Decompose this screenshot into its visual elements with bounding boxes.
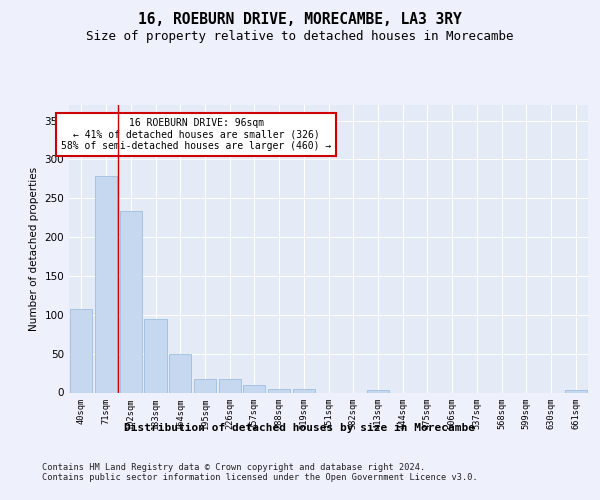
Bar	[367, 390, 389, 392]
Y-axis label: Number of detached properties: Number of detached properties	[29, 166, 39, 331]
Bar	[243, 384, 265, 392]
Bar	[119, 210, 142, 392]
Bar	[293, 390, 315, 392]
Bar	[218, 380, 241, 392]
Text: Contains HM Land Registry data © Crown copyright and database right 2024.
Contai: Contains HM Land Registry data © Crown c…	[42, 462, 478, 482]
Bar	[565, 390, 587, 392]
Text: 16, ROEBURN DRIVE, MORECAMBE, LA3 3RY: 16, ROEBURN DRIVE, MORECAMBE, LA3 3RY	[138, 12, 462, 28]
Bar	[194, 378, 216, 392]
Bar	[70, 308, 92, 392]
Bar	[145, 320, 167, 392]
Bar	[268, 388, 290, 392]
Text: 16 ROEBURN DRIVE: 96sqm
← 41% of detached houses are smaller (326)
58% of semi-d: 16 ROEBURN DRIVE: 96sqm ← 41% of detache…	[61, 118, 331, 151]
Bar	[95, 176, 117, 392]
Bar	[169, 354, 191, 393]
Text: Size of property relative to detached houses in Morecambe: Size of property relative to detached ho…	[86, 30, 514, 43]
Text: Distribution of detached houses by size in Morecambe: Distribution of detached houses by size …	[125, 422, 476, 432]
